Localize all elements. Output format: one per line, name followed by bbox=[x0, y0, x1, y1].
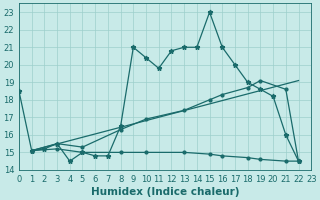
X-axis label: Humidex (Indice chaleur): Humidex (Indice chaleur) bbox=[91, 187, 239, 197]
